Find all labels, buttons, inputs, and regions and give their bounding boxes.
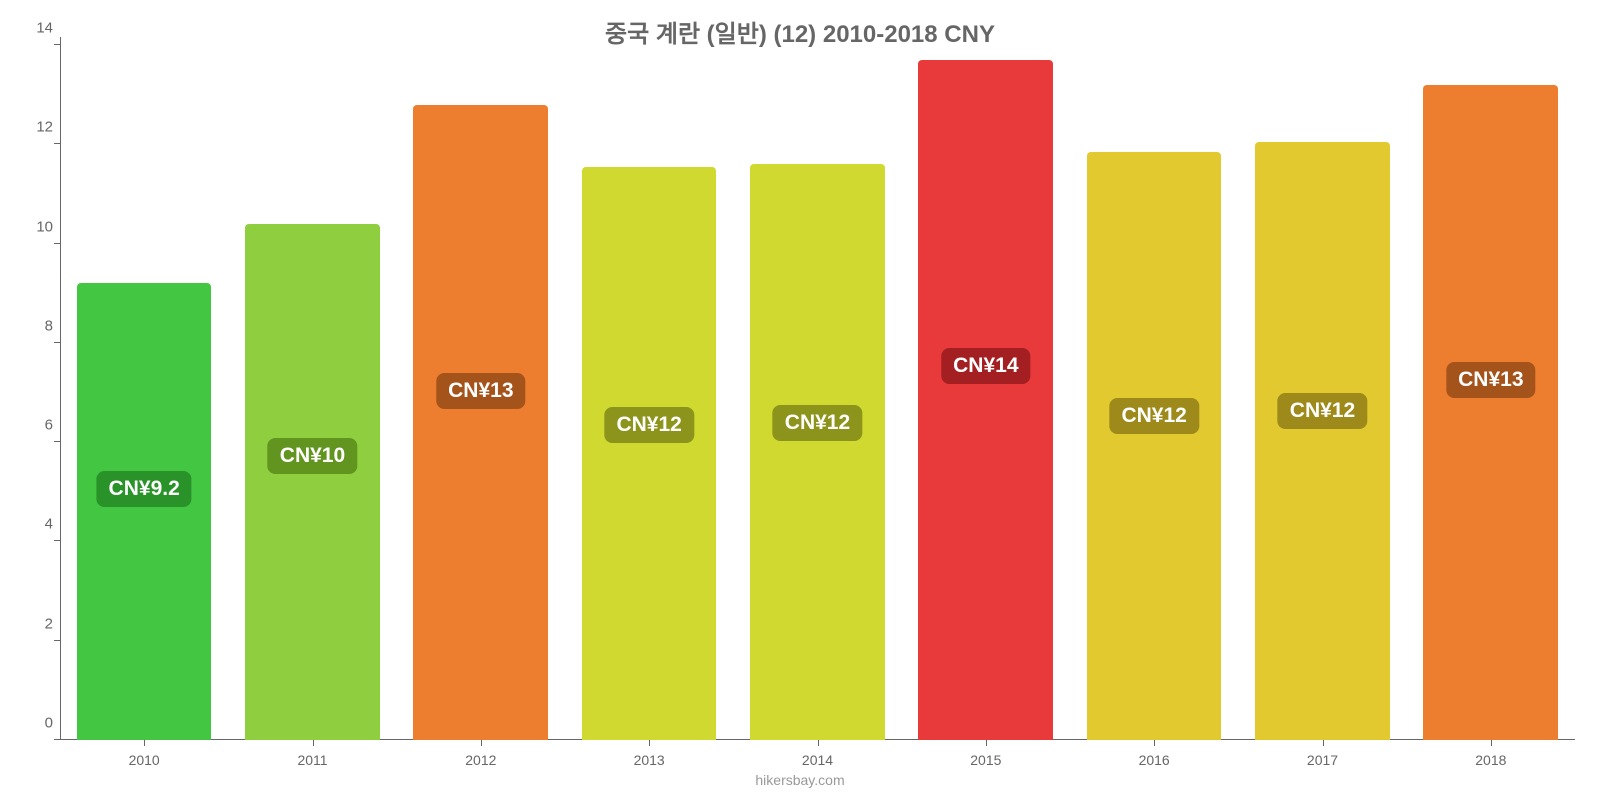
y-tick-label: 14 [25,20,53,37]
bar [750,164,885,740]
y-tick-label: 0 [25,715,53,732]
x-tick-label: 2014 [802,752,833,768]
x-tick-label: 2010 [129,752,160,768]
bar [582,167,717,740]
bar-slot: CN¥9.2 [60,45,228,740]
y-tick-label: 4 [25,516,53,533]
bars-group: CN¥9.2 CN¥10 CN¥13 CN¥12 CN¥12 CN¥14 CN¥12 CN¥1… [60,45,1575,740]
x-tick-label: 2012 [465,752,496,768]
x-tick-mark [818,740,819,746]
bar [1087,152,1222,740]
bar-value-label: CN¥12 [1278,393,1367,429]
bar-value-label: CN¥13 [436,373,525,409]
bar-value-label: CN¥13 [1446,362,1535,398]
chart-container: 중국 계란 (일반) (12) 2010-2018 CNY 0 2 4 6 8 10 12 1… [0,0,1600,800]
bar [918,60,1053,740]
bar-slot: CN¥12 [565,45,733,740]
bar-slot: CN¥13 [397,45,565,740]
x-tick-mark [1491,740,1492,746]
bar [1255,142,1390,740]
plot-area: 02468101214 CN¥9.2CN¥10CN¥13CN¥12CN¥12CN… [60,45,1575,740]
x-tick-label: 2015 [970,752,1001,768]
bar-value-label: CN¥12 [1109,398,1198,434]
bar [1423,85,1558,740]
bar-slot: CN¥12 [733,45,901,740]
x-tick-mark [144,740,145,746]
x-tick-label: 2013 [634,752,665,768]
bar [413,105,548,740]
bar-value-label: CN¥14 [941,348,1030,384]
bar-slot: CN¥12 [1238,45,1406,740]
bar-slot: CN¥13 [1407,45,1575,740]
chart-title: 중국 계란 (일반) (12) 2010-2018 CNY [0,14,1600,49]
x-tick-label: 2017 [1307,752,1338,768]
bar-slot: CN¥10 [228,45,396,740]
bar-value-label: CN¥12 [773,405,862,441]
bar-slot: CN¥14 [902,45,1070,740]
y-tick-label: 6 [25,417,53,434]
bar [245,224,380,740]
x-tick-mark [481,740,482,746]
bar-value-label: CN¥9.2 [97,471,192,507]
bar-value-label: CN¥12 [604,407,693,443]
x-tick-label: 2018 [1475,752,1506,768]
x-tick-mark [649,740,650,746]
x-tick-label: 2011 [297,752,327,768]
bar [77,283,212,740]
y-tick-label: 8 [25,317,53,334]
y-tick-label: 10 [25,218,53,235]
y-tick-label: 2 [25,615,53,632]
chart-credit: hikersbay.com [0,772,1600,788]
bar-slot: CN¥12 [1070,45,1238,740]
x-tick-mark [1323,740,1324,746]
bar-value-label: CN¥10 [268,438,357,474]
x-tick-mark [313,740,314,746]
x-tick-mark [1154,740,1155,746]
x-tick-label: 2016 [1139,752,1170,768]
x-tick-mark [986,740,987,746]
y-tick-label: 12 [25,119,53,136]
